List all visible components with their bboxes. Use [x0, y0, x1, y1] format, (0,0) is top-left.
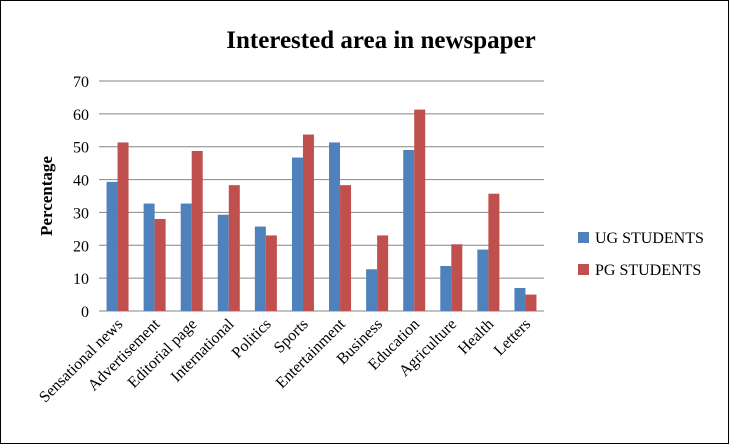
- bar-ug: [514, 288, 526, 311]
- legend-label: PG STUDENTS: [595, 262, 701, 279]
- y-tick-label: 20: [73, 238, 89, 255]
- chart-title: Interested area in newspaper: [226, 27, 535, 54]
- bar-ug: [329, 142, 341, 311]
- legend-label: UG STUDENTS: [595, 230, 704, 247]
- legend: UG STUDENTS PG STUDENTS: [578, 230, 704, 279]
- bar-pg: [117, 142, 129, 311]
- x-category-label: Letters: [491, 316, 534, 359]
- bar-pg: [265, 235, 277, 311]
- bar-ug: [440, 265, 452, 311]
- bar-pg: [525, 294, 537, 311]
- y-tick-label: 40: [73, 173, 89, 190]
- bar-pg: [377, 235, 389, 311]
- bar-pg: [228, 185, 240, 311]
- bar-pg: [340, 185, 352, 311]
- bar-pg: [302, 134, 314, 311]
- gridlines: [99, 80, 544, 312]
- y-tick-label: 30: [73, 205, 89, 222]
- y-tick-label: 60: [73, 107, 89, 124]
- bar-pg: [154, 219, 166, 311]
- y-tick-label: 70: [73, 74, 89, 91]
- bar-pg: [191, 150, 203, 311]
- bar-ug: [180, 203, 192, 311]
- bar-ug: [143, 203, 155, 311]
- y-axis-ticks: 0 10 20 30 40 50 60 70: [73, 74, 89, 321]
- y-tick-label: 0: [81, 304, 89, 321]
- y-axis-label: Percentage: [37, 156, 56, 236]
- bar-ug: [106, 181, 118, 311]
- x-category-label: Politics: [229, 316, 275, 362]
- bar-ug: [254, 226, 266, 311]
- legend-swatch: [578, 264, 589, 275]
- y-tick-label: 10: [73, 271, 89, 288]
- y-tick-label: 50: [73, 140, 89, 157]
- x-category-label: Health: [455, 316, 497, 358]
- bar-ug: [403, 150, 415, 311]
- bar-ug: [477, 249, 489, 311]
- bar-pg: [414, 109, 426, 311]
- bars: [106, 109, 537, 311]
- bar-pg: [451, 244, 463, 311]
- bar-ug: [366, 269, 378, 311]
- bar-ug: [217, 214, 229, 311]
- legend-swatch: [578, 232, 589, 243]
- bar-pg: [488, 193, 500, 311]
- bar-ug: [291, 157, 303, 311]
